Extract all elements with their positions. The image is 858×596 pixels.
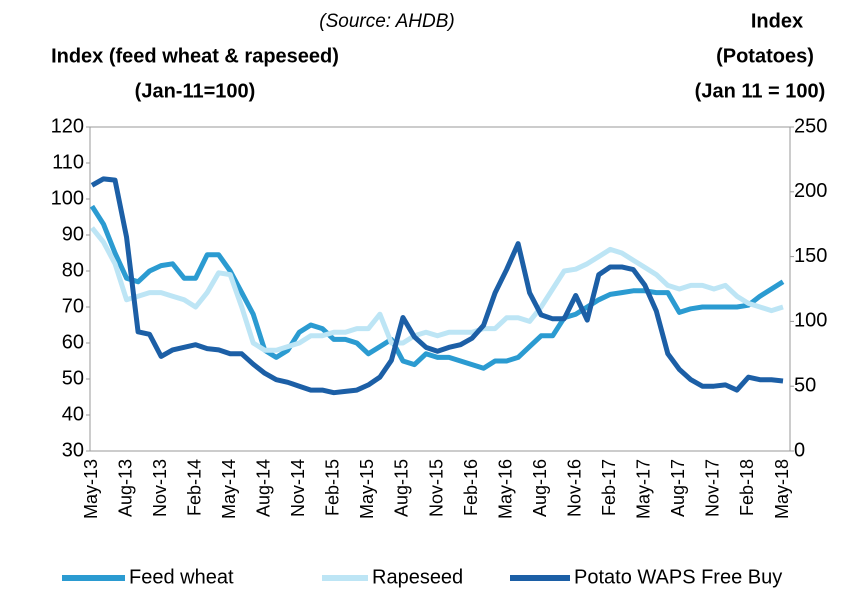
- x-tick-label: May-16: [495, 459, 515, 519]
- x-tick-label: Aug-14: [254, 459, 274, 517]
- y2-tick-label: 50: [794, 374, 816, 396]
- x-tick-label: Feb-16: [461, 459, 481, 516]
- x-tick-label: May-17: [634, 459, 654, 519]
- y-tick-label: 90: [62, 223, 84, 245]
- y-tick-label: 40: [62, 403, 84, 425]
- y-axis-title: (Jan-11=100): [135, 80, 256, 102]
- y2-tick-label: 100: [794, 310, 827, 332]
- y2-tick-label: 150: [794, 245, 827, 267]
- x-tick-label: Nov-14: [288, 459, 308, 517]
- y2-axis-title: Index: [751, 10, 803, 32]
- x-tick-label: Feb-17: [599, 459, 619, 516]
- x-tick-label: May-13: [81, 459, 101, 519]
- x-tick-label: Feb-15: [323, 459, 343, 516]
- x-tick-label: Feb-18: [737, 459, 757, 516]
- x-tick-label: Nov-16: [564, 459, 584, 517]
- x-tick-label: Aug-15: [392, 459, 412, 517]
- x-tick-label: Aug-16: [530, 459, 550, 517]
- series-line: [90, 226, 784, 353]
- x-tick-label: May-14: [219, 459, 239, 519]
- y-tick-label: 50: [62, 367, 84, 389]
- y-tick-label: 30: [62, 439, 84, 461]
- y-tick-label: 60: [62, 331, 84, 353]
- legend-label: Rapeseed: [372, 566, 463, 588]
- y-tick-label: 80: [62, 259, 84, 281]
- x-tick-label: May-15: [357, 459, 377, 519]
- x-tick-label: Nov-17: [703, 459, 723, 517]
- legend-label: Feed wheat: [129, 566, 234, 588]
- y2-tick-label: 0: [794, 439, 805, 461]
- series-line: [90, 176, 784, 396]
- y2-axis-title: (Potatoes): [716, 45, 814, 67]
- y2-tick-label: 250: [794, 115, 827, 137]
- series-line: [89, 204, 785, 371]
- x-tick-label: Nov-13: [150, 459, 170, 517]
- plot-frame: [89, 126, 791, 452]
- y2-tick-label: 200: [794, 180, 827, 202]
- y-tick-label: 70: [62, 295, 84, 317]
- x-tick-label: Nov-15: [426, 459, 446, 517]
- source: (Source: AHDB): [319, 11, 455, 32]
- y-tick-label: 110: [52, 151, 84, 173]
- x-tick-label: Aug-17: [668, 459, 688, 517]
- y-axis-title: Index (feed wheat & rapeseed): [51, 45, 339, 67]
- y-tick-label: 100: [51, 187, 84, 209]
- x-tick-label: Aug-13: [115, 459, 135, 517]
- legend-label: Potato WAPS Free Buy: [574, 566, 782, 588]
- x-tick-label: Feb-14: [184, 459, 204, 516]
- x-tick-label: May-18: [772, 459, 792, 519]
- y2-axis-title: (Jan 11 = 100): [695, 80, 826, 102]
- y-tick-label: 120: [51, 115, 84, 137]
